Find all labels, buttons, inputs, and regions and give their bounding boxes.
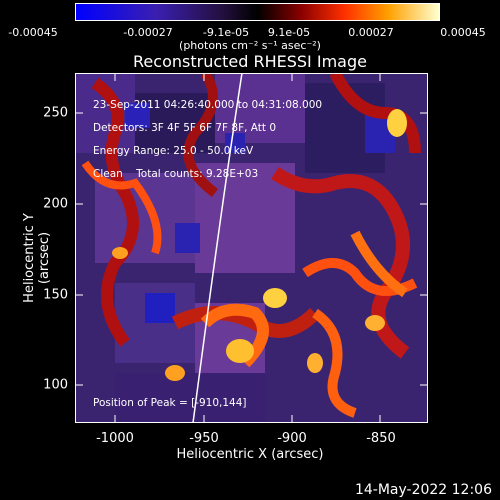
emission-red — [91, 73, 421, 359]
colorbar-units: (photons cm⁻² s⁻¹ asec⁻²) — [179, 39, 321, 52]
colorbar-tick: -0.00027 — [123, 26, 173, 39]
colorbar-tick: 9.1e-05 — [267, 26, 311, 39]
info-time-range: 23-Sep-2011 04:26:40.000 to 04:31:08.000 — [93, 98, 323, 111]
axis-ticks — [75, 73, 428, 423]
info-counts: Clean Total counts: 9.28E+03 — [93, 167, 259, 180]
y-tick-label: 150 — [43, 287, 68, 303]
y-axis-title: Heliocentric Y (arcsec) — [22, 213, 52, 303]
colorbar-tick: 0.00045 — [440, 26, 486, 39]
peak-position: Position of Peak = [-910,144] — [93, 397, 247, 409]
x-tick-label: -1000 — [96, 431, 134, 446]
x-axis-title: Heliocentric X (arcsec) — [176, 447, 324, 462]
x-tick-label: -950 — [189, 431, 219, 446]
x-tick-label: -900 — [277, 431, 307, 446]
y-tick-label: 250 — [43, 105, 68, 121]
solar-limb — [192, 73, 243, 423]
colorbar — [75, 3, 440, 21]
info-detectors: Detectors: 3F 4F 5F 6F 7F 8F, Att 0 — [93, 121, 277, 134]
image-title: Reconstructed RHESSI Image — [133, 52, 367, 71]
info-energy-range: Energy Range: 25.0 - 50.0 keV — [93, 144, 254, 157]
emission-bright — [112, 109, 407, 381]
rhessi-image — [75, 73, 428, 423]
x-tick-label: -850 — [366, 431, 396, 446]
y-tick-label: 200 — [43, 196, 68, 212]
timestamp-footer: 14-May-2022 12:06 — [354, 482, 492, 498]
observation-info: 23-Sep-2011 04:26:40.000 to 04:31:08.000… — [93, 88, 322, 192]
emission-orange — [81, 160, 418, 418]
y-tick-label: 100 — [43, 377, 68, 393]
colorbar-tick: 0.00027 — [348, 26, 394, 39]
colorbar-tick: -9.1e-05 — [202, 26, 250, 39]
image-texture — [75, 73, 395, 423]
colorbar-tick: -0.00045 — [8, 26, 58, 39]
